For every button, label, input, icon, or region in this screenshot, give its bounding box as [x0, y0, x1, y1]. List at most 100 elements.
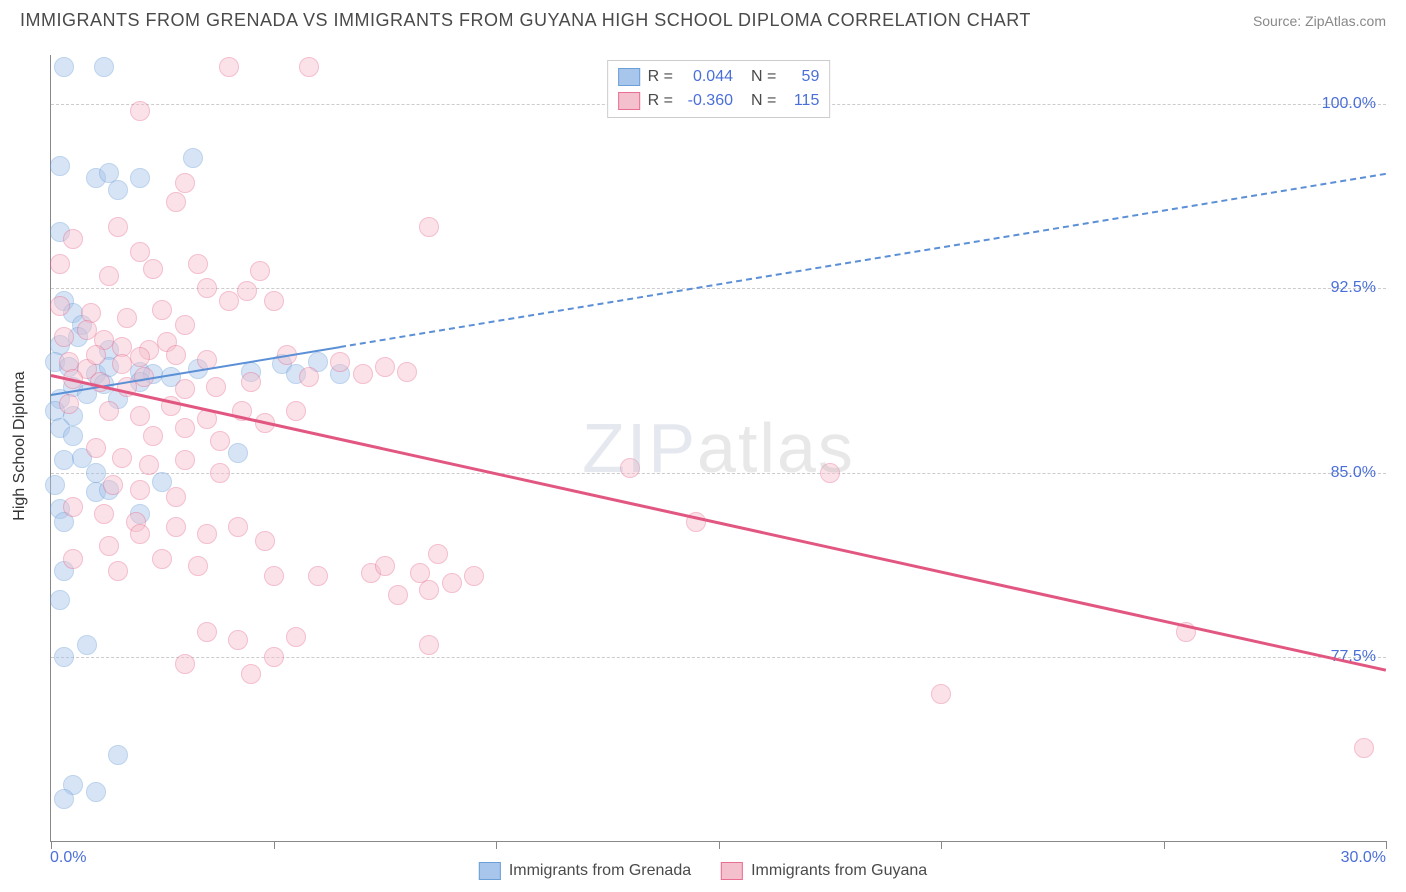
scatter-point — [50, 156, 70, 176]
scatter-point — [86, 463, 106, 483]
scatter-point — [63, 549, 83, 569]
scatter-point — [130, 242, 150, 262]
scatter-point — [299, 57, 319, 77]
x-tick — [1164, 841, 1165, 849]
scatter-point — [188, 556, 208, 576]
scatter-point — [442, 573, 462, 593]
x-tick — [496, 841, 497, 849]
scatter-point — [397, 362, 417, 382]
scatter-point — [255, 531, 275, 551]
x-max-label: 30.0% — [1341, 849, 1386, 867]
scatter-point — [308, 566, 328, 586]
scatter-point — [931, 684, 951, 704]
legend-r-label: R = — [648, 89, 673, 113]
scatter-point — [54, 57, 74, 77]
scatter-point — [86, 438, 106, 458]
x-tick — [1386, 841, 1387, 849]
scatter-point — [130, 406, 150, 426]
scatter-point — [264, 566, 284, 586]
scatter-point — [50, 254, 70, 274]
trend-line — [340, 173, 1386, 348]
scatter-point — [219, 291, 239, 311]
scatter-point — [375, 556, 395, 576]
source-label: Source: ZipAtlas.com — [1253, 13, 1386, 29]
legend-row: R =0.044N =59 — [618, 65, 820, 89]
chart-area: ZIPatlas R =0.044N =59R =-0.360N =115 77… — [50, 55, 1386, 842]
scatter-point — [50, 590, 70, 610]
scatter-point — [130, 347, 150, 367]
scatter-point — [250, 261, 270, 281]
scatter-point — [143, 259, 163, 279]
scatter-point — [175, 315, 195, 335]
x-tick — [274, 841, 275, 849]
scatter-point — [188, 254, 208, 274]
scatter-point — [206, 377, 226, 397]
chart-title: IMMIGRANTS FROM GRENADA VS IMMIGRANTS FR… — [20, 10, 1031, 31]
scatter-point — [99, 266, 119, 286]
legend-item: Immigrants from Guyana — [721, 862, 927, 880]
x-tick — [51, 841, 52, 849]
scatter-point — [228, 630, 248, 650]
scatter-point — [175, 173, 195, 193]
series-legend: Immigrants from Grenada Immigrants from G… — [479, 862, 927, 880]
scatter-point — [94, 57, 114, 77]
scatter-point — [108, 180, 128, 200]
scatter-point — [86, 345, 106, 365]
scatter-point — [375, 357, 395, 377]
scatter-point — [464, 566, 484, 586]
scatter-point — [286, 401, 306, 421]
scatter-point — [50, 296, 70, 316]
scatter-point — [63, 426, 83, 446]
scatter-point — [94, 504, 114, 524]
scatter-point — [166, 192, 186, 212]
scatter-point — [117, 308, 137, 328]
scatter-point — [86, 782, 106, 802]
scatter-point — [175, 418, 195, 438]
scatter-point — [152, 300, 172, 320]
scatter-point — [286, 627, 306, 647]
scatter-point — [820, 463, 840, 483]
scatter-point — [130, 168, 150, 188]
x-tick — [719, 841, 720, 849]
scatter-point — [63, 497, 83, 517]
legend-label: Immigrants from Guyana — [751, 862, 927, 880]
scatter-point — [54, 450, 74, 470]
grid-line — [51, 473, 1386, 474]
legend-item: Immigrants from Grenada — [479, 862, 691, 880]
legend-swatch — [618, 92, 640, 110]
scatter-point — [166, 487, 186, 507]
x-tick — [941, 841, 942, 849]
scatter-point — [54, 647, 74, 667]
scatter-point — [419, 217, 439, 237]
scatter-point — [388, 585, 408, 605]
y-axis-title: High School Diploma — [11, 371, 29, 520]
scatter-point — [175, 450, 195, 470]
legend-n-label: N = — [751, 89, 776, 113]
scatter-point — [166, 517, 186, 537]
correlation-legend: R =0.044N =59R =-0.360N =115 — [607, 60, 831, 118]
y-tick-label: 100.0% — [1322, 95, 1376, 113]
legend-swatch — [721, 862, 743, 880]
scatter-point — [77, 635, 97, 655]
scatter-point — [330, 352, 350, 372]
scatter-point — [54, 789, 74, 809]
x-min-label: 0.0% — [50, 849, 86, 867]
scatter-point — [183, 148, 203, 168]
y-tick-label: 85.0% — [1331, 464, 1376, 482]
legend-label: Immigrants from Grenada — [509, 862, 691, 880]
legend-n-value: 59 — [784, 65, 819, 89]
legend-n-value: 115 — [784, 89, 819, 113]
scatter-point — [241, 664, 261, 684]
scatter-point — [197, 524, 217, 544]
scatter-point — [166, 345, 186, 365]
scatter-point — [264, 647, 284, 667]
legend-n-label: N = — [751, 65, 776, 89]
scatter-point — [130, 480, 150, 500]
scatter-point — [1354, 738, 1374, 758]
watermark-bold: ZIP — [582, 409, 697, 487]
scatter-point — [228, 517, 248, 537]
scatter-point — [108, 217, 128, 237]
y-tick-label: 92.5% — [1331, 279, 1376, 297]
scatter-point — [99, 401, 119, 421]
scatter-point — [299, 367, 319, 387]
